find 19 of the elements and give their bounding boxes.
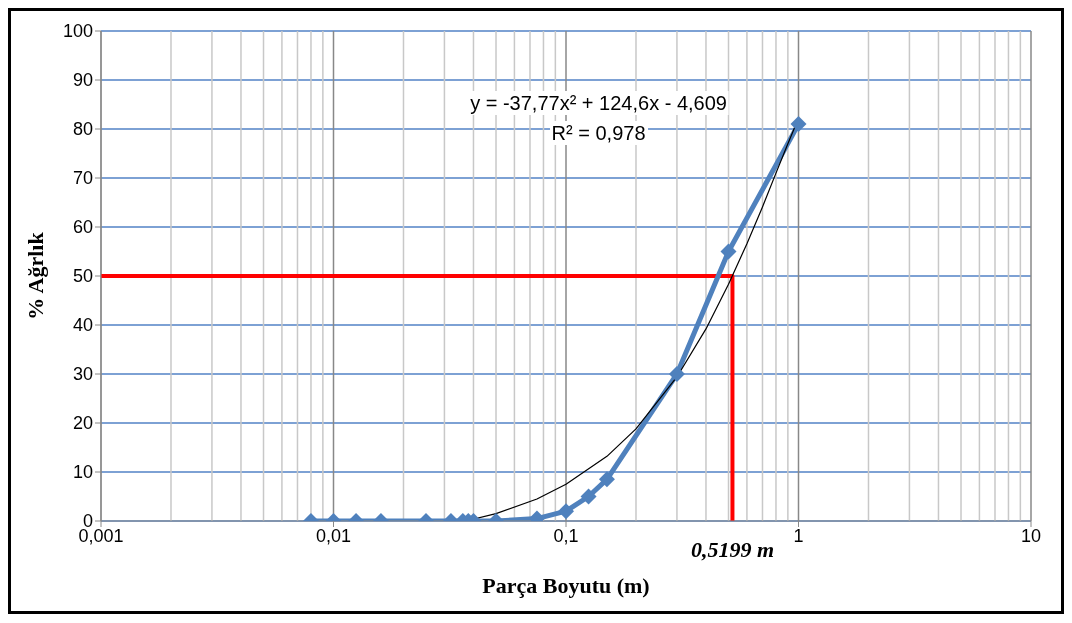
- x-axis-title: Parça Boyutu (m): [482, 573, 650, 598]
- x-tick-label: 0,1: [553, 525, 579, 546]
- y-tick-label: 50: [72, 266, 93, 287]
- y-tick-label: 10: [72, 462, 93, 483]
- x-tick-label: 10: [1020, 525, 1042, 546]
- annotation: 0,5199 m: [690, 537, 774, 563]
- x-tick-label: 0,01: [315, 525, 352, 546]
- annotation: y = -37,77x² + 124,6x - 4,609: [468, 91, 729, 115]
- y-tick-label: 40: [72, 315, 93, 336]
- y-tick-label: 30: [72, 364, 93, 385]
- y-axis-title: % Ağrlık: [22, 231, 48, 320]
- y-tick-label: 20: [72, 413, 93, 434]
- y-tick-label: 60: [72, 217, 93, 238]
- y-tick-label: 80: [72, 119, 93, 140]
- y-tick-label: 90: [72, 70, 93, 91]
- y-tick-label: 100: [62, 21, 93, 42]
- y-tick-label: 70: [72, 168, 93, 189]
- x-tick-label: 1: [793, 525, 804, 546]
- annotation: R² = 0,978: [549, 121, 648, 145]
